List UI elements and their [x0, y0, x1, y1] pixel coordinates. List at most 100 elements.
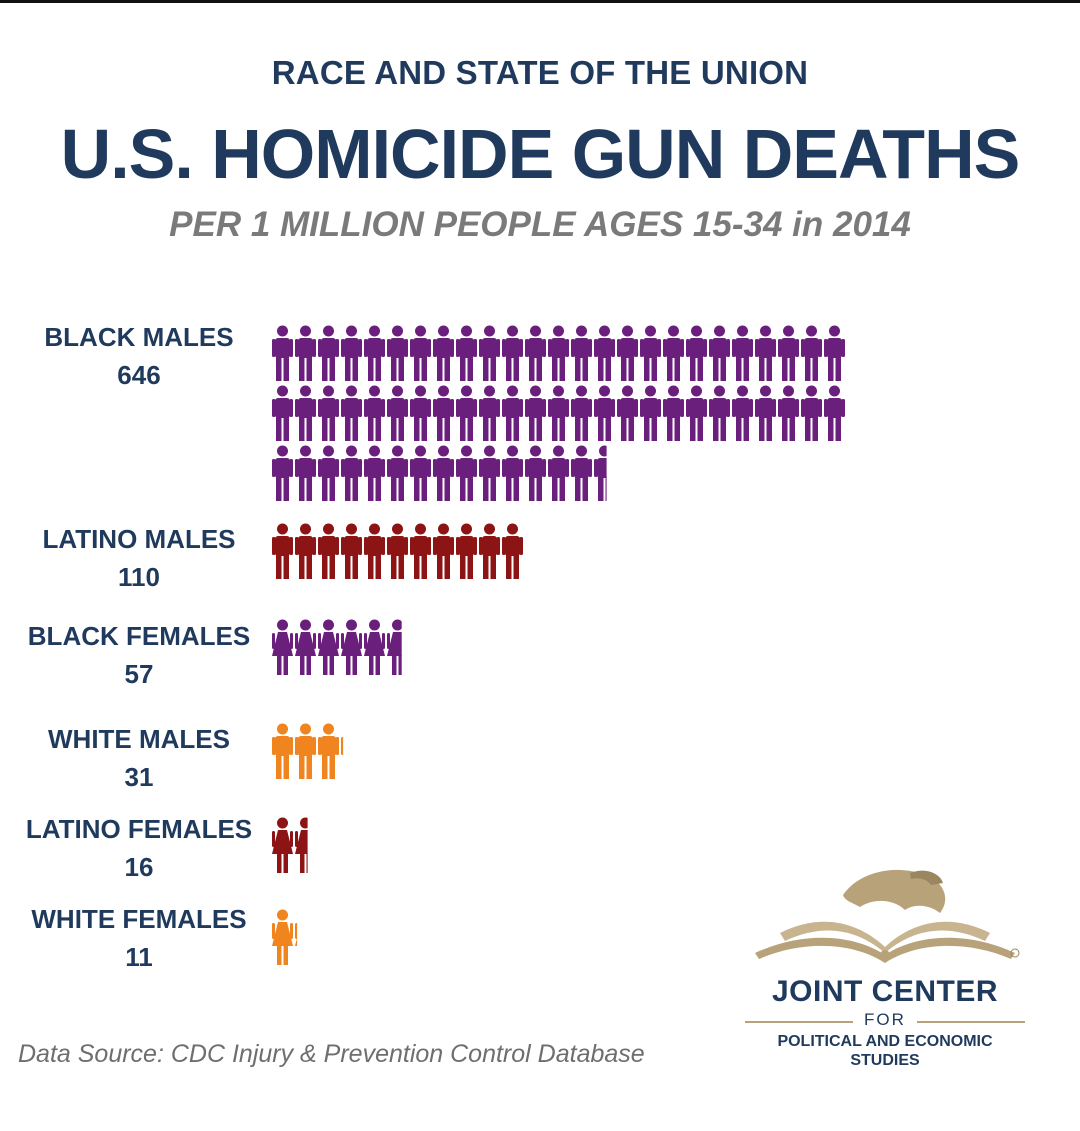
- person-male-icon: [387, 385, 408, 441]
- person-male-icon: [594, 385, 615, 441]
- person-male-icon: [456, 445, 477, 501]
- person-male-icon: [410, 523, 431, 579]
- person-female-icon: [341, 619, 362, 675]
- person-male-icon: [341, 325, 362, 381]
- pictograph-series-1: [272, 523, 523, 579]
- person-male-icon: [295, 385, 316, 441]
- category-label-white-females: WHITE FEMALES 11: [14, 900, 264, 976]
- pictograph-series-2: [272, 619, 402, 675]
- person-male-icon: [272, 523, 293, 579]
- person-male-icon: [410, 385, 431, 441]
- person-male-icon: [433, 445, 454, 501]
- person-male-icon: [318, 325, 339, 381]
- person-male-icon: [594, 325, 615, 381]
- category-label-white-males: WHITE MALES 31: [14, 720, 264, 796]
- logo-subtitle-line1: POLITICAL AND ECONOMIC: [777, 1033, 993, 1050]
- person-female-icon: [272, 817, 293, 873]
- person-male-icon: [341, 385, 362, 441]
- eyebrow-heading: RACE AND STATE OF THE UNION: [271, 54, 809, 91]
- person-male-icon: [341, 445, 362, 501]
- person-male-icon: [479, 325, 500, 381]
- logo-subtitle-line2: STUDIES: [850, 1052, 920, 1069]
- category-label-latino-females: LATINO FEMALES 16: [14, 810, 264, 886]
- person-male-icon: [295, 325, 316, 381]
- person-male-icon: [617, 325, 638, 381]
- category-value: 11: [125, 942, 153, 972]
- person-male-icon: [732, 325, 753, 381]
- person-male-icon: [295, 523, 316, 579]
- person-male-icon: [272, 325, 293, 381]
- person-male-icon: [272, 445, 293, 501]
- person-male-icon: [709, 385, 730, 441]
- person-male-icon: [387, 523, 408, 579]
- person-male-icon: [525, 385, 546, 441]
- person-male-icon: [732, 385, 753, 441]
- category-value: 57: [124, 659, 154, 689]
- person-male-icon: [387, 325, 408, 381]
- person-male-icon: [663, 385, 684, 441]
- person-male-icon: [295, 445, 316, 501]
- person-male-icon: [364, 385, 385, 441]
- top-rule: [0, 0, 1080, 3]
- person-male-icon: [272, 723, 293, 779]
- person-male-icon: [364, 523, 385, 579]
- person-male-icon: [341, 737, 344, 755]
- person-male-icon: [318, 523, 339, 579]
- category-name: LATINO MALES: [42, 524, 236, 554]
- person-male-icon: [433, 325, 454, 381]
- open-book-eagle-icon: [755, 869, 1020, 963]
- person-male-icon: [479, 385, 500, 441]
- person-male-icon: [502, 523, 523, 579]
- person-male-icon: [502, 385, 523, 441]
- person-male-icon: [456, 385, 477, 441]
- person-male-icon: [456, 523, 477, 579]
- category-name: BLACK MALES: [44, 322, 234, 352]
- category-label-latino-males: LATINO MALES 110: [14, 520, 264, 596]
- person-male-icon: [755, 385, 776, 441]
- person-male-icon: [318, 723, 339, 779]
- person-male-icon: [686, 385, 707, 441]
- category-value: 646: [117, 360, 161, 390]
- logo-rule-left: [745, 1021, 853, 1023]
- category-name: WHITE FEMALES: [31, 904, 247, 934]
- person-male-icon: [410, 325, 431, 381]
- person-male-icon: [410, 445, 431, 501]
- person-male-icon: [341, 523, 362, 579]
- person-female-icon: [364, 619, 385, 675]
- joint-center-logo: JOINT CENTER FOR POLITICAL AND ECONOMIC …: [735, 855, 1035, 1085]
- category-name: LATINO FEMALES: [25, 814, 253, 844]
- person-male-icon: [571, 445, 592, 501]
- person-male-icon: [525, 445, 546, 501]
- category-value: 110: [118, 562, 160, 592]
- category-value: 31: [124, 762, 154, 792]
- person-male-icon: [295, 723, 316, 779]
- category-name: WHITE MALES: [48, 724, 230, 754]
- person-male-icon: [548, 445, 569, 501]
- data-source-note: Data Source: CDC Injury & Prevention Con…: [18, 1040, 645, 1068]
- category-label-black-males: BLACK MALES 646: [14, 318, 264, 394]
- person-male-icon: [801, 385, 822, 441]
- person-female-icon: [318, 619, 339, 675]
- person-male-icon: [709, 325, 730, 381]
- logo-rule-right: [917, 1021, 1025, 1023]
- person-male-icon: [617, 385, 638, 441]
- person-male-icon: [640, 325, 661, 381]
- person-male-icon: [479, 523, 500, 579]
- person-male-icon: [433, 385, 454, 441]
- logo-subtitle: POLITICAL AND ECONOMIC STUDIES: [735, 1032, 1035, 1070]
- logo-for: FOR: [864, 1010, 906, 1029]
- person-female-icon: [295, 923, 298, 946]
- person-male-icon: [824, 325, 845, 381]
- person-female-icon: [272, 619, 293, 675]
- person-male-icon: [433, 523, 454, 579]
- person-male-icon: [318, 445, 339, 501]
- category-name: BLACK FEMALES: [27, 621, 251, 651]
- pictograph-series-4: [272, 817, 308, 873]
- person-male-icon: [571, 385, 592, 441]
- person-male-icon: [502, 325, 523, 381]
- person-male-icon: [824, 385, 845, 441]
- person-male-icon: [663, 325, 684, 381]
- person-female-icon: [295, 619, 316, 675]
- category-value: 16: [124, 852, 154, 882]
- chart-subtitle: PER 1 MILLION PEOPLE AGES 15-34 in 2014: [169, 205, 911, 244]
